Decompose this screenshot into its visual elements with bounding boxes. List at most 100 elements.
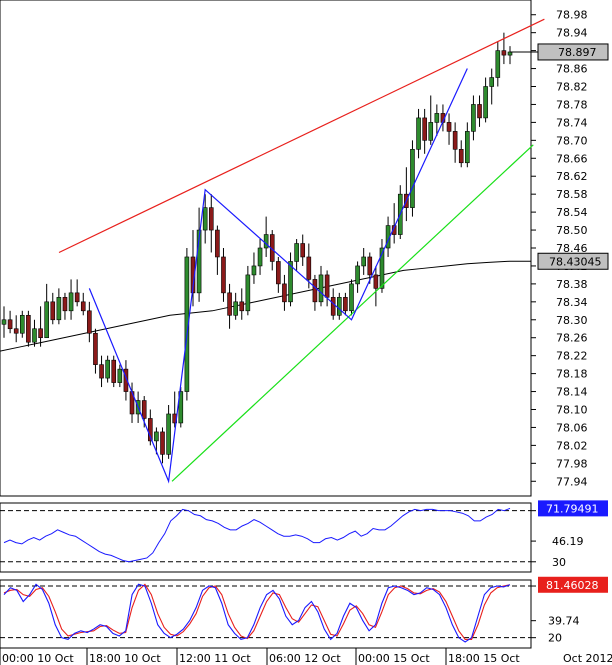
candle — [26, 310, 31, 347]
candle-body-up — [263, 234, 269, 249]
candle-body-down — [446, 122, 452, 132]
candle-body-down — [148, 418, 153, 442]
price-tick-label: 78.46 — [556, 242, 588, 255]
candle-body-up — [245, 274, 251, 312]
candle — [74, 279, 80, 307]
price-tick-label: 78.54 — [556, 206, 588, 219]
candle — [154, 427, 159, 455]
candle — [452, 122, 458, 163]
price-tick-label: 78.78 — [556, 98, 588, 111]
candle-body-down — [367, 256, 373, 276]
candle — [239, 288, 245, 320]
candle — [99, 355, 104, 388]
candle-body-down — [282, 283, 287, 303]
candle — [62, 292, 68, 320]
candle-body-down — [215, 229, 220, 258]
candle-body-up — [44, 301, 49, 339]
resistance-trendline — [58, 18, 545, 254]
price-tick-label: 78.74 — [556, 116, 588, 129]
candle-body-down — [62, 297, 68, 312]
candle-body-down — [324, 274, 330, 298]
candle-body-down — [13, 328, 19, 334]
candle-body-up — [489, 77, 495, 87]
time-axis-period-label: Oct 2012 — [563, 652, 612, 665]
candle-body-up — [434, 113, 440, 123]
price-axis: 78.9878.9478.9078.8678.8278.7878.7478.70… — [510, 9, 609, 488]
candle — [19, 310, 25, 338]
rsi-tick-label: 30 — [552, 556, 566, 569]
candle — [471, 95, 476, 141]
zigzag-pattern — [88, 68, 468, 484]
price-tick-label: 78.98 — [556, 9, 588, 22]
candle-body-down — [99, 364, 104, 379]
candle — [428, 95, 434, 145]
candle — [7, 310, 13, 334]
candle — [349, 279, 354, 316]
candle-body-up — [495, 50, 501, 78]
candle-body-down — [306, 256, 312, 280]
candle — [379, 239, 385, 293]
candle-body-up — [257, 247, 263, 267]
stochastic-tick-label: 20 — [548, 632, 562, 645]
candle-body-up — [471, 104, 476, 132]
candle-body-up — [105, 359, 110, 379]
candles — [1, 32, 513, 464]
candle-body-up — [32, 328, 37, 343]
candle — [465, 122, 470, 168]
candle-body-up — [416, 117, 421, 150]
price-tick-label: 78.62 — [556, 170, 588, 183]
trend-lines — [58, 18, 545, 484]
candle-body-down — [391, 225, 397, 235]
candle — [93, 328, 98, 374]
candle — [391, 203, 397, 244]
candle-body-up — [349, 283, 354, 312]
candle-body-down — [160, 431, 165, 455]
candle — [32, 319, 37, 347]
candle-body-up — [379, 247, 385, 289]
last-price-label: 78.897 — [558, 46, 597, 59]
candle-body-up — [233, 301, 238, 316]
candle — [495, 41, 501, 87]
candle — [56, 288, 62, 325]
time-tick-label: 06:00 12 Oct — [269, 652, 341, 665]
candle-body-up — [483, 86, 488, 119]
price-tick-label: 78.02 — [556, 439, 588, 452]
candle — [1, 306, 7, 338]
candle-body-down — [87, 310, 92, 334]
candle-body-up — [19, 314, 25, 334]
ma-value-label: 78.43045 — [549, 255, 602, 268]
candle — [422, 108, 427, 154]
last-price-tag — [537, 43, 609, 61]
candle — [123, 360, 129, 401]
candle — [306, 243, 312, 289]
candle-body-down — [477, 104, 482, 119]
candle — [446, 113, 452, 145]
candle — [367, 252, 373, 284]
candle-body-down — [300, 243, 306, 258]
candle — [410, 140, 415, 217]
candle-body-up — [288, 261, 293, 303]
candle-body-down — [38, 328, 43, 339]
candle-body-up — [465, 131, 470, 164]
candle-body-down — [422, 117, 427, 141]
candle — [111, 355, 117, 388]
rsi-line — [3, 507, 511, 563]
candle — [233, 292, 238, 320]
candle-body-down — [50, 301, 56, 321]
candle — [215, 225, 220, 275]
stochastic-panel-frame — [0, 579, 532, 649]
candle — [38, 306, 43, 347]
candle — [501, 32, 507, 65]
price-tick-label: 78.14 — [556, 386, 588, 399]
candle — [300, 234, 306, 266]
candle-body-up — [1, 319, 7, 325]
candle-body-down — [239, 301, 245, 312]
time-axis: 00:00 10 Oct 18:00 10 Oct 12:00 11 Oct 06:0… — [0, 648, 612, 665]
price-tick-label: 78.26 — [556, 332, 588, 345]
candle-body-down — [80, 301, 86, 312]
candle — [221, 248, 226, 302]
candle-body-down — [458, 149, 464, 164]
candle — [489, 68, 495, 105]
